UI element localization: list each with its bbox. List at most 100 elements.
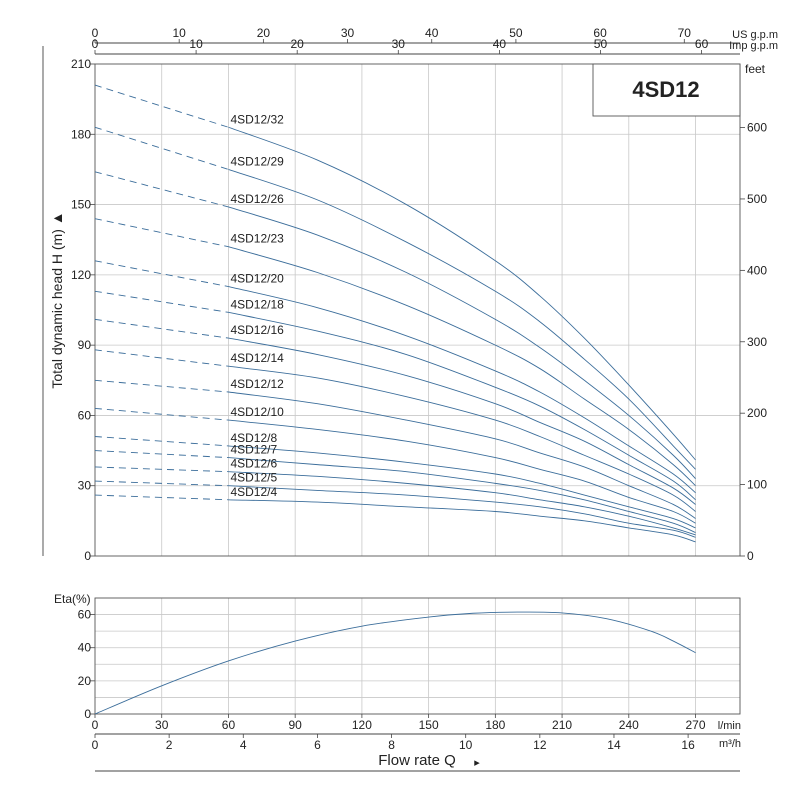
m3h-axis-tick-label: 2 — [166, 738, 173, 752]
head-curve — [228, 391, 696, 519]
x-axis-label: Flow rate Q — [378, 752, 456, 769]
head-curve-dashed — [94, 480, 229, 487]
bottom-flow-axes: 0 30 60 90 120 150 180 210 240 270 l/min 0 2 4 6 8 10 12 1… — [92, 714, 741, 772]
top-axis-tick-label: 50 — [509, 26, 523, 40]
head-curve — [228, 126, 696, 461]
lmin-axis-tick-label: 90 — [288, 718, 302, 732]
m3h-axis-unit: m³/h — [719, 738, 741, 750]
series-label: 4SD12/8 — [230, 431, 277, 445]
head-curve — [228, 337, 696, 505]
series-label: 4SD12/10 — [230, 405, 284, 419]
eta-axis-tick-label: 40 — [78, 641, 92, 655]
head-curve — [228, 246, 696, 487]
head-curve-dashed — [94, 349, 229, 367]
model-title-box — [592, 63, 741, 117]
y-axis-label: Total dynamic head H (m) ▲ — [49, 211, 65, 388]
top-flow-axes: 0 10 20 30 40 50 60 70 US g.p.m0 10 20 30 40 50 60 Imp … — [92, 26, 778, 55]
head-curve — [228, 457, 696, 533]
head-curve — [228, 169, 696, 470]
y-axis-tick-label: 210 — [71, 57, 91, 71]
lmin-axis-tick-label: 120 — [352, 718, 372, 732]
head-curve — [228, 206, 696, 479]
head-curve — [228, 445, 696, 529]
x-axis-arrow: ▸ — [474, 757, 480, 769]
head-curve — [228, 311, 696, 501]
series-label: 4SD12/6 — [230, 457, 277, 471]
top-axis-tick-label: 50 — [594, 37, 608, 51]
lmin-axis-tick-label: 240 — [619, 718, 639, 732]
eta-axis-tick-label: 60 — [78, 608, 92, 622]
top-axis-unit-label: Imp g.p.m — [729, 40, 778, 52]
head-curve-dashed — [94, 466, 229, 473]
top-axis-tick-label: 30 — [341, 26, 355, 40]
top-axis-tick-label: 40 — [425, 26, 439, 40]
m3h-axis-tick-label: 10 — [459, 738, 473, 752]
head-curve — [228, 365, 696, 512]
feet-axis-tick-label: 600 — [747, 121, 767, 135]
m3h-axis-tick-label: 12 — [533, 738, 547, 752]
feet-axis-tick-label: 300 — [747, 335, 767, 349]
head-curve — [228, 499, 696, 543]
series-label: 4SD12/29 — [230, 154, 284, 168]
top-axis-tick-label: 20 — [291, 37, 305, 51]
lmin-axis-tick-label: 30 — [155, 718, 169, 732]
lmin-axis-unit: l/min — [718, 720, 741, 732]
lmin-axis-tick-label: 180 — [485, 718, 505, 732]
m3h-axis-tick-label: 14 — [607, 738, 621, 752]
head-curve — [228, 485, 696, 538]
feet-axis-tick-label: 400 — [747, 263, 767, 277]
top-axis-tick-label: 60 — [695, 37, 709, 51]
top-axis-unit-label: US g.p.m — [732, 29, 778, 41]
lmin-axis-tick-label: 0 — [92, 718, 99, 732]
head-curve-dashed — [94, 494, 229, 501]
head-curve-dashed — [94, 407, 229, 421]
head-curve-dashed — [94, 318, 229, 339]
lmin-axis-tick-label: 270 — [686, 718, 706, 732]
series-label: 4SD12/5 — [230, 471, 277, 485]
series-label: 4SD12/26 — [230, 192, 284, 206]
m3h-axis-tick-label: 16 — [681, 738, 695, 752]
y-axis-tick-label: 0 — [84, 549, 91, 563]
head-curve-dashed — [94, 450, 229, 459]
eta-axis-tick-label: 20 — [78, 674, 92, 688]
y-axis-tick-label: 90 — [78, 338, 92, 352]
head-curve — [228, 286, 696, 494]
m3h-axis-tick-label: 6 — [314, 738, 321, 752]
top-axis-tick-label: 20 — [257, 26, 271, 40]
series-label: 4SD12/18 — [230, 297, 284, 311]
lmin-axis-tick-label: 60 — [222, 718, 236, 732]
y-axis-tick-label: 150 — [71, 198, 91, 212]
top-axis-tick-label: 40 — [493, 37, 507, 51]
feet-axis-tick-label: 100 — [747, 478, 767, 492]
m3h-axis-tick-label: 8 — [388, 738, 395, 752]
model-title: 4SD12 — [632, 77, 699, 102]
series-label: 4SD12/14 — [230, 351, 284, 365]
y-axis-tick-label: 60 — [78, 408, 92, 422]
series-label: 4SD12/32 — [230, 112, 284, 126]
top-axis-tick-label: 30 — [392, 37, 406, 51]
eta-plot-frame — [94, 597, 741, 715]
lmin-axis-tick-label: 150 — [419, 718, 439, 732]
y-axis-tick-label: 180 — [71, 127, 91, 141]
head-curve-dashed — [94, 218, 229, 248]
head-curve-dashed — [94, 379, 229, 393]
head-curve-dashed — [94, 260, 229, 288]
head-curve-dashed — [94, 290, 229, 313]
m3h-axis-tick-label: 0 — [92, 738, 99, 752]
efficiency-plot: 0 20 40 60 Eta(%) — [54, 592, 741, 721]
head-curve — [228, 419, 696, 524]
feet-axis-label: feet — [745, 62, 766, 76]
efficiency-curve — [94, 611, 696, 715]
head-curve-dashed — [94, 436, 229, 447]
series-label: 4SD12/16 — [230, 323, 284, 337]
eta-axis-label: Eta(%) — [54, 592, 91, 606]
lmin-axis-tick-label: 210 — [552, 718, 572, 732]
top-axis-tick-label: 70 — [678, 26, 692, 40]
top-axis-tick-label: 10 — [173, 26, 187, 40]
series-label: 4SD12/20 — [230, 272, 284, 286]
series-label: 4SD12/23 — [230, 232, 284, 246]
top-axis-tick-label: 0 — [92, 37, 99, 51]
feet-axis-tick-label: 200 — [747, 406, 767, 420]
eta-axis-tick-label: 0 — [84, 707, 91, 721]
head-curve-plot: 0 30 60 90 120 150 180 210 0 100 200 300 400 500 600 fe… — [42, 46, 767, 563]
